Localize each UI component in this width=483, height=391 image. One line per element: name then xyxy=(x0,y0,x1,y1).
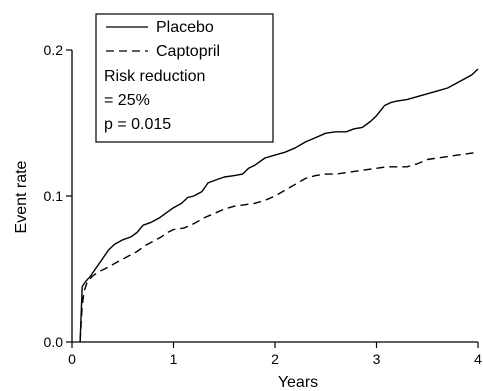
x-tick-label: 2 xyxy=(271,351,279,367)
legend-box xyxy=(95,13,274,143)
legend-label-captopril: Captopril xyxy=(156,43,220,60)
x-tick-label: 1 xyxy=(170,351,178,367)
series-line-captopril xyxy=(79,151,479,343)
legend: Placebo Captopril Risk reduction = 25% p… xyxy=(95,13,274,143)
annotation-risk-reduction: Risk reduction xyxy=(104,68,205,85)
annotation-percent: = 25% xyxy=(104,92,150,109)
y-tick-label: 0.0 xyxy=(44,334,64,350)
y-tick-label: 0.2 xyxy=(44,42,64,58)
series-line-placebo xyxy=(79,68,479,343)
x-axis-ticks: 0 1 2 3 4 xyxy=(68,342,482,367)
x-axis-title: Years xyxy=(278,374,318,391)
y-axis-title: Event rate xyxy=(13,160,30,233)
series-layer xyxy=(79,68,479,343)
legend-label-placebo: Placebo xyxy=(156,19,214,36)
annotation-p-value: p = 0.015 xyxy=(104,116,171,133)
y-tick-label: 0.1 xyxy=(44,188,64,204)
x-tick-label: 3 xyxy=(373,351,381,367)
x-tick-label: 0 xyxy=(68,351,76,367)
x-tick-label: 4 xyxy=(474,351,482,367)
y-axis-ticks: 0.0 0.1 0.2 xyxy=(44,42,72,350)
